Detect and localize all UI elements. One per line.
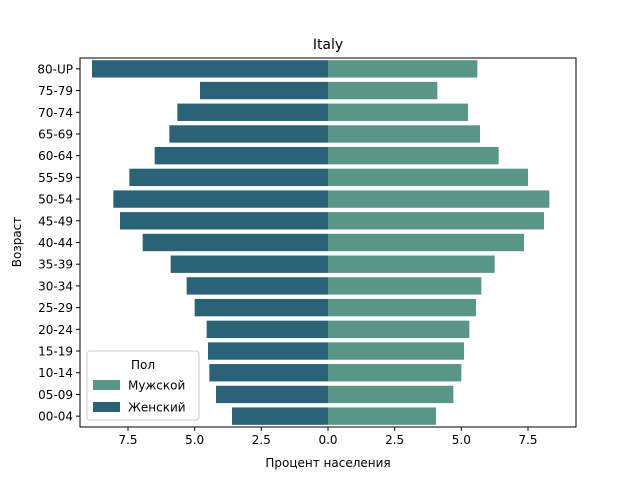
- y-tick-label: 60-64: [38, 149, 73, 163]
- bar-female: [154, 146, 328, 165]
- y-tick-label: 75-79: [38, 84, 73, 98]
- y-tick-label: 40-44: [38, 236, 73, 250]
- bar-male: [328, 190, 550, 208]
- y-tick-label: 65-69: [38, 127, 73, 141]
- bar-female: [169, 125, 328, 143]
- bar-male: [328, 233, 524, 252]
- bar-female: [186, 277, 328, 295]
- bar-female: [209, 364, 328, 382]
- bars-layer: [92, 60, 550, 425]
- bar-female: [120, 212, 328, 230]
- bar-female: [194, 298, 328, 317]
- x-tick-label: 2.5: [252, 433, 271, 447]
- bar-female: [232, 407, 328, 425]
- x-tick-label: 7.5: [518, 433, 537, 447]
- x-tick-label: 5.0: [452, 433, 471, 447]
- bar-male: [328, 277, 482, 295]
- y-tick-label: 25-29: [38, 301, 73, 315]
- x-tick-label: 0.0: [318, 433, 337, 447]
- bar-male: [328, 125, 480, 143]
- y-tick-label: 20-24: [38, 323, 73, 337]
- bar-female: [206, 320, 328, 339]
- legend-label: Мужской: [128, 379, 185, 393]
- bar-female: [92, 60, 328, 78]
- x-tick-label: 2.5: [385, 433, 404, 447]
- bar-male: [328, 212, 544, 230]
- bar-female: [113, 190, 328, 208]
- legend-swatch: [93, 402, 120, 412]
- bar-female: [216, 385, 328, 404]
- bar-female: [200, 81, 328, 100]
- y-axis-label: Возраст: [10, 217, 24, 268]
- y-tick-label: 50-54: [38, 193, 73, 207]
- y-tick-label: 35-39: [38, 258, 73, 272]
- bar-female: [177, 103, 328, 121]
- y-tick-label: 70-74: [38, 106, 73, 120]
- bar-male: [328, 60, 478, 78]
- x-axis: 7.5 5.0 2.5 0.0 2.5 5.0 7.5: [118, 427, 538, 447]
- bar-female: [170, 255, 328, 273]
- bar-male: [328, 342, 464, 360]
- legend-swatch: [93, 380, 120, 390]
- y-tick-label: 55-59: [38, 171, 73, 185]
- bar-male: [328, 364, 462, 382]
- bar-male: [328, 320, 470, 339]
- bar-male: [328, 146, 499, 165]
- y-tick-label: 10-14: [38, 366, 73, 380]
- bar-male: [328, 81, 438, 100]
- y-tick-label: 80-UP: [37, 62, 73, 76]
- y-tick-label: 30-34: [38, 279, 73, 293]
- x-tick-label: 5.0: [185, 433, 204, 447]
- x-tick-label: 7.5: [118, 433, 137, 447]
- x-axis-label: Процент населения: [265, 456, 390, 470]
- bar-female: [208, 342, 328, 360]
- legend: Пол Мужской Женский: [86, 350, 200, 421]
- bar-male: [328, 385, 454, 404]
- bar-female: [129, 168, 328, 187]
- bar-male: [328, 103, 468, 121]
- bar-male: [328, 168, 528, 187]
- legend-title: Пол: [131, 358, 155, 372]
- bar-female: [142, 233, 328, 252]
- chart-title: Italy: [313, 37, 343, 53]
- y-axis: 80-UP 75-79 70-74 65-69 60-64 55-59 50-54 45-49…: [37, 62, 80, 424]
- bar-male: [328, 255, 495, 273]
- y-tick-label: 15-19: [38, 345, 73, 359]
- legend-label: Женский: [128, 401, 186, 415]
- bar-male: [328, 298, 476, 317]
- y-tick-label: 05-09: [38, 388, 73, 402]
- y-tick-label: 45-49: [38, 214, 73, 228]
- y-tick-label: 00-04: [38, 410, 73, 424]
- bar-male: [328, 407, 436, 425]
